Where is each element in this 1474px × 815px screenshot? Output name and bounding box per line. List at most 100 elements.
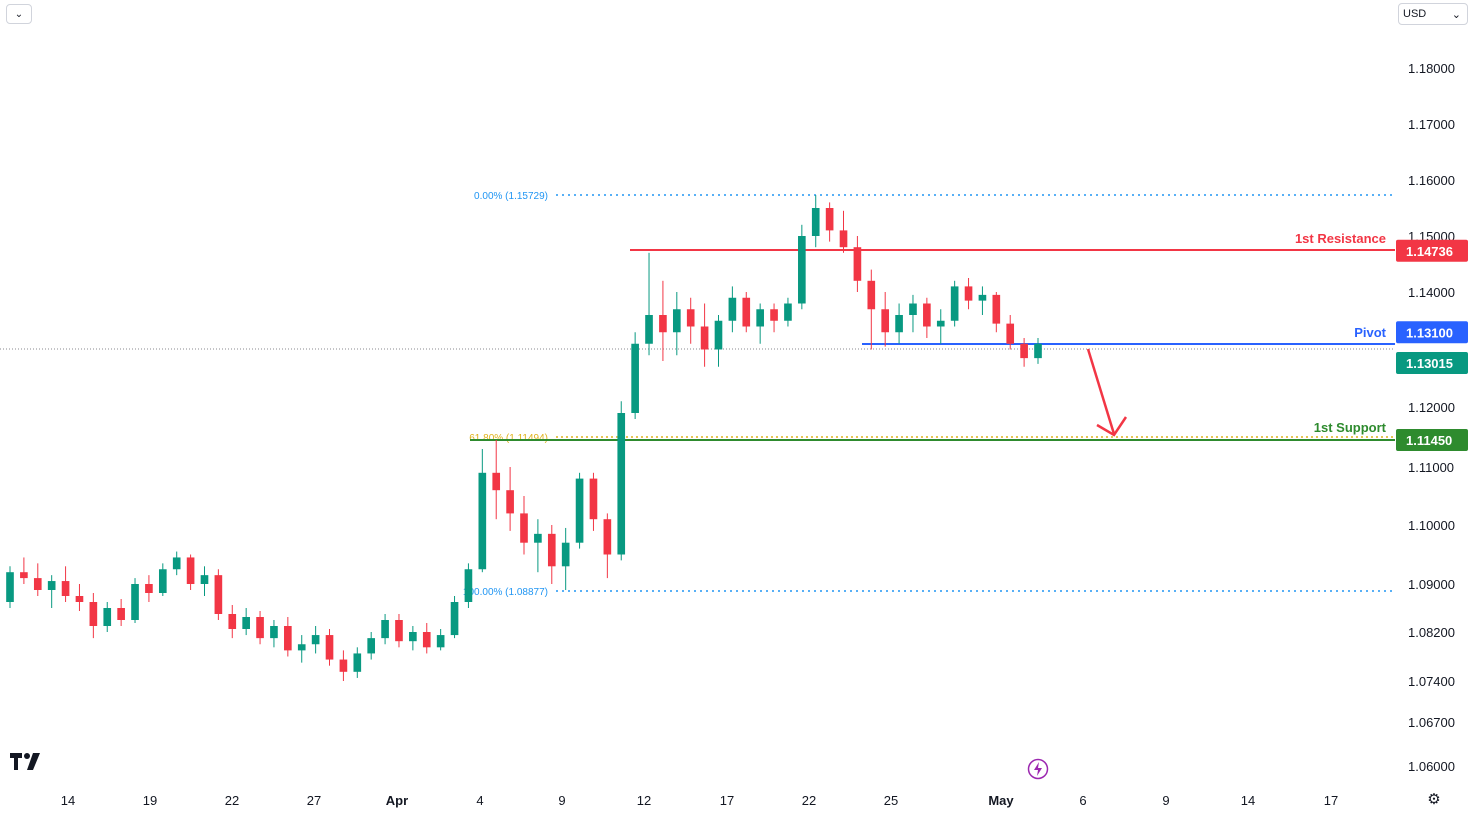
candle-body xyxy=(297,644,306,651)
candle-body xyxy=(1006,323,1015,344)
candle-body xyxy=(825,208,834,231)
fib-100-label: 100.00% (1.08877) xyxy=(463,587,548,598)
time-tick-label: 19 xyxy=(143,793,157,808)
candle-body xyxy=(992,294,1001,324)
candle-body xyxy=(603,519,612,555)
candle-body xyxy=(131,584,139,620)
candle-body xyxy=(242,617,250,629)
resistance-label: 1st Resistance xyxy=(1295,231,1386,246)
candle-body xyxy=(75,596,84,602)
resistance-badge-value: 1.14736 xyxy=(1406,244,1453,259)
candle-body xyxy=(492,472,501,491)
fib-618-label: 61.80% (1.11494) xyxy=(469,433,548,444)
candle-body xyxy=(1034,343,1042,359)
price-axis: 1.180001.170001.160001.150001.140001.120… xyxy=(1408,61,1455,774)
candle-body xyxy=(589,478,598,520)
candle-body xyxy=(228,614,237,629)
price-badges: 1.14736 1.13100 1.13015 1.11450 xyxy=(1396,239,1468,451)
candle-body xyxy=(339,659,348,672)
time-tick-label: 12 xyxy=(637,793,651,808)
candle-body xyxy=(742,297,751,327)
candle-body xyxy=(6,572,14,602)
lightning-icon[interactable] xyxy=(1027,758,1049,780)
collapse-button[interactable]: ⌄ xyxy=(6,4,32,24)
time-tick-label: 9 xyxy=(558,793,565,808)
candle-body xyxy=(853,247,862,281)
candle-body xyxy=(950,286,959,321)
gear-icon[interactable]: ⚙ xyxy=(1427,791,1441,808)
candle-body xyxy=(325,635,334,660)
candle-body xyxy=(617,413,626,555)
time-tick-label: May xyxy=(988,793,1014,808)
candle-body xyxy=(978,294,987,301)
support-badge-value: 1.11450 xyxy=(1406,433,1452,448)
candle-body xyxy=(200,575,209,584)
candle-body xyxy=(561,542,570,567)
candle-body xyxy=(909,303,917,315)
support-label: 1st Support xyxy=(1314,420,1387,435)
time-axis: 14 19 22 27 Apr 4 9 12 17 22 25 May 6 9 14 17 xyxy=(61,793,1338,808)
candle-body xyxy=(811,208,820,236)
price-tick-label: 1.06700 xyxy=(1408,715,1455,730)
candle-body xyxy=(672,309,681,333)
price-tick-label: 1.12000 xyxy=(1408,400,1455,415)
candle-body xyxy=(89,602,98,626)
pivot-badge xyxy=(1396,321,1468,344)
candle-body xyxy=(839,230,848,248)
pivot-label: Pivot xyxy=(1354,325,1386,340)
candle-body xyxy=(686,309,695,327)
candle-body xyxy=(631,343,639,413)
chevron-down-icon: ⌄ xyxy=(1451,8,1461,21)
candle-body xyxy=(936,320,945,327)
price-tick-label: 1.08200 xyxy=(1408,625,1455,640)
resistance-badge xyxy=(1396,239,1468,262)
candle-body xyxy=(256,617,264,639)
candle-body xyxy=(478,472,487,570)
candle-body xyxy=(103,608,112,626)
time-tick-label: 17 xyxy=(720,793,734,808)
candle-body xyxy=(659,315,667,333)
price-tick-label: 1.10000 xyxy=(1408,518,1455,533)
candle-body xyxy=(506,490,514,514)
candle-body xyxy=(311,635,320,645)
fibonacci-retracement: 0.00% (1.15729) 61.80% (1.11494) 100.00%… xyxy=(463,191,1395,598)
current-price-badge xyxy=(1396,352,1468,375)
chevron-down-icon: ⌄ xyxy=(14,8,24,20)
time-tick-label: 4 xyxy=(476,793,483,808)
time-tick-label: 9 xyxy=(1162,793,1169,808)
candle-body xyxy=(520,513,528,543)
bearish-arrow xyxy=(1086,348,1128,437)
price-tick-label: 1.07400 xyxy=(1408,674,1455,689)
candle-body xyxy=(47,581,56,590)
candle-body xyxy=(867,280,876,310)
candle-body xyxy=(61,581,70,596)
candle-body xyxy=(117,608,125,620)
candle-body xyxy=(881,309,890,333)
tradingview-logo xyxy=(10,753,40,770)
candle-body xyxy=(395,620,403,642)
candle-body xyxy=(409,632,417,642)
support-badge xyxy=(1396,429,1468,451)
candle-body xyxy=(547,533,556,567)
candle-body xyxy=(534,533,542,543)
candle-body xyxy=(422,632,431,648)
candle-body xyxy=(700,326,709,350)
candle-body xyxy=(1020,343,1028,359)
candle-body xyxy=(714,320,723,350)
candle-body xyxy=(728,297,737,321)
candle-body xyxy=(895,315,903,333)
pivot-badge-value: 1.13100 xyxy=(1406,325,1453,340)
candle-body xyxy=(436,635,445,648)
price-tick-label: 1.17000 xyxy=(1408,117,1455,132)
candle-body xyxy=(645,315,653,344)
candle-body xyxy=(353,653,362,672)
time-tick-label: 22 xyxy=(802,793,816,808)
candle-body xyxy=(270,626,278,639)
price-tick-label: 1.14000 xyxy=(1408,285,1455,300)
time-tick-label: 14 xyxy=(61,793,75,808)
current-price-badge-value: 1.13015 xyxy=(1406,356,1453,371)
candle-body xyxy=(284,626,292,651)
currency-select[interactable]: USD ⌄ xyxy=(1398,3,1468,25)
time-tick-label: 14 xyxy=(1241,793,1255,808)
